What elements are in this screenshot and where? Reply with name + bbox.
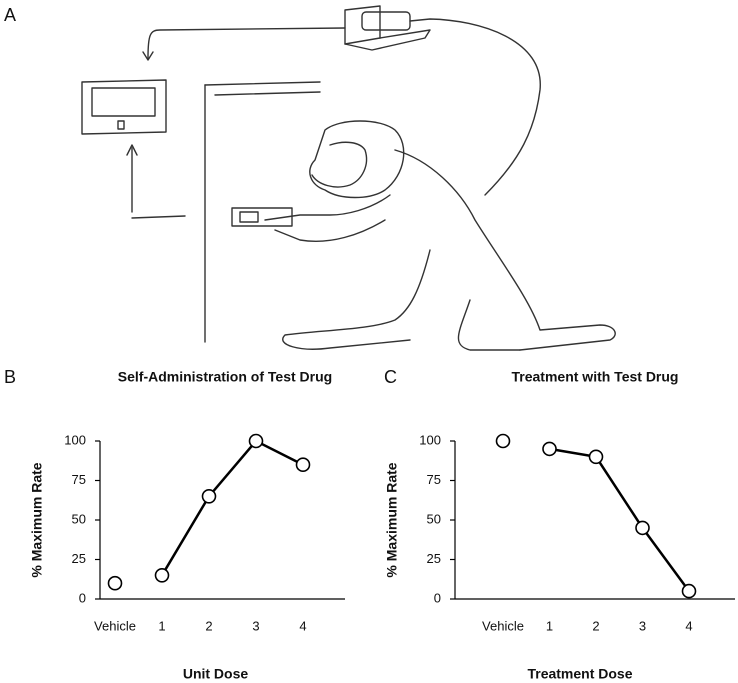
x-tick-label: 1 bbox=[546, 618, 553, 633]
chart-title: Treatment with Test Drug bbox=[512, 369, 679, 385]
panel-label: B bbox=[4, 367, 16, 387]
x-axis-label: Unit Dose bbox=[183, 666, 249, 682]
y-tick-label: 50 bbox=[72, 511, 86, 526]
x-tick-label: 4 bbox=[299, 618, 306, 633]
data-point bbox=[295, 457, 311, 473]
chart-title: Self-Administration of Test Drug bbox=[118, 369, 332, 385]
y-tick-label: 25 bbox=[427, 551, 441, 566]
y-tick-label: 0 bbox=[434, 590, 441, 605]
data-line bbox=[549, 447, 691, 592]
data-point bbox=[248, 433, 264, 449]
x-tick-label: 2 bbox=[205, 618, 212, 633]
y-tick-label: 100 bbox=[419, 432, 441, 447]
y-tick-label: 75 bbox=[427, 472, 441, 487]
y-tick-label: 100 bbox=[64, 432, 86, 447]
data-point bbox=[201, 488, 217, 504]
x-tick-label: 1 bbox=[158, 618, 165, 633]
data-point bbox=[635, 520, 650, 536]
x-tick-label: 3 bbox=[252, 618, 259, 633]
data-point bbox=[681, 583, 697, 599]
data-point bbox=[542, 441, 557, 457]
data-point bbox=[107, 575, 123, 591]
illustration bbox=[81, 5, 616, 351]
y-tick-label: 25 bbox=[72, 551, 86, 566]
data-line bbox=[160, 439, 304, 576]
panel-label: C bbox=[384, 367, 397, 387]
y-axis-label: % Maximum Rate bbox=[29, 462, 45, 577]
y-axis-label: % Maximum Rate bbox=[384, 462, 400, 577]
data-point bbox=[154, 567, 170, 583]
x-tick-label: Vehicle bbox=[94, 618, 136, 633]
data-point bbox=[588, 449, 604, 465]
x-tick-label: 2 bbox=[592, 618, 599, 633]
x-tick-label: Vehicle bbox=[482, 618, 524, 633]
y-tick-label: 75 bbox=[72, 472, 86, 487]
x-axis-label: Treatment Dose bbox=[527, 666, 632, 682]
data-point bbox=[495, 433, 511, 449]
panel-label: A bbox=[4, 5, 16, 25]
y-tick-label: 0 bbox=[79, 590, 86, 605]
y-tick-label: 50 bbox=[427, 511, 441, 526]
x-tick-label: 3 bbox=[639, 618, 646, 633]
x-tick-label: 4 bbox=[685, 618, 692, 633]
